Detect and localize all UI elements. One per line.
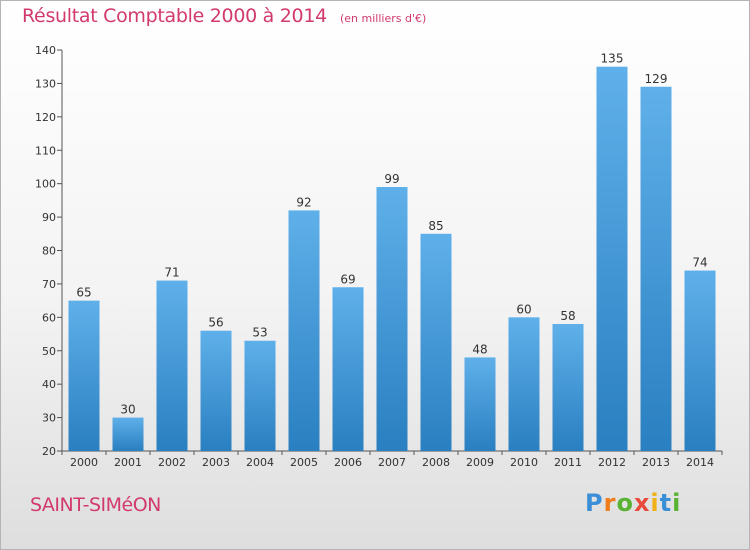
y-tick-label: 40 bbox=[42, 378, 56, 391]
logo-letter: i bbox=[672, 489, 682, 517]
chart-value-labels: 65 30 71 56 53 92 69 99 85 48 60 58 135 129 74 bbox=[76, 52, 707, 417]
x-tick-label: 2014 bbox=[686, 456, 714, 469]
x-tick-label: 2012 bbox=[598, 456, 626, 469]
y-tick-label: 50 bbox=[42, 345, 56, 358]
y-tick-label: 20 bbox=[42, 445, 56, 458]
data-label: 58 bbox=[560, 309, 575, 323]
bar bbox=[68, 300, 100, 451]
bar bbox=[332, 287, 364, 451]
x-tick-label: 2005 bbox=[290, 456, 318, 469]
x-tick-label: 2007 bbox=[378, 456, 406, 469]
data-label: 85 bbox=[428, 219, 443, 233]
bar bbox=[376, 187, 408, 451]
data-label: 74 bbox=[692, 256, 707, 270]
x-tick-label: 2001 bbox=[114, 456, 142, 469]
x-tick-label: 2009 bbox=[466, 456, 494, 469]
bar bbox=[420, 233, 452, 451]
logo-letter: t bbox=[659, 489, 673, 517]
data-label: 99 bbox=[384, 172, 399, 186]
data-label: 48 bbox=[472, 342, 487, 356]
y-tick-label: 140 bbox=[35, 44, 56, 57]
data-label: 60 bbox=[516, 302, 531, 316]
y-tick-label: 110 bbox=[35, 144, 56, 157]
data-label: 71 bbox=[164, 266, 179, 280]
bar bbox=[156, 280, 188, 451]
bar bbox=[288, 210, 320, 451]
y-tick-label: 60 bbox=[42, 311, 56, 324]
y-tick-label: 130 bbox=[35, 77, 56, 90]
logo-letter: i bbox=[650, 489, 660, 517]
logo-letter: o bbox=[616, 489, 634, 517]
x-tick-label: 2003 bbox=[202, 456, 230, 469]
data-label: 92 bbox=[296, 195, 311, 209]
chart-subtitle: (en milliers d'€) bbox=[340, 12, 427, 25]
x-tick-label: 2004 bbox=[246, 456, 274, 469]
y-tick-label: 80 bbox=[42, 245, 56, 258]
data-label: 56 bbox=[208, 316, 223, 330]
logo-letter: x bbox=[633, 489, 651, 517]
bar bbox=[200, 330, 232, 451]
y-tick-label: 70 bbox=[42, 278, 56, 291]
commune-name: SAINT-SIMéON bbox=[30, 494, 161, 516]
x-tick-label: 2008 bbox=[422, 456, 450, 469]
chart-axes: 20 30 40 50 60 70 80 90 100 110 120 130 140 2000 2001 2… bbox=[35, 44, 723, 469]
proxiti-logo: Proxiti bbox=[585, 489, 681, 517]
x-tick-label: 2011 bbox=[554, 456, 582, 469]
chart-bars bbox=[68, 66, 716, 451]
logo-letter: r bbox=[603, 489, 617, 517]
x-tick-label: 2013 bbox=[642, 456, 670, 469]
y-tick-label: 120 bbox=[35, 111, 56, 124]
bar bbox=[508, 317, 540, 451]
data-label: 129 bbox=[645, 72, 668, 86]
bar bbox=[640, 86, 672, 451]
chart-title: Résultat Comptable 2000 à 2014 bbox=[22, 5, 327, 27]
x-tick-label: 2002 bbox=[158, 456, 186, 469]
x-tick-label: 2000 bbox=[70, 456, 98, 469]
data-label: 65 bbox=[76, 286, 91, 300]
x-tick-label: 2010 bbox=[510, 456, 538, 469]
bar bbox=[684, 270, 716, 451]
x-tick-label: 2006 bbox=[334, 456, 362, 469]
bar bbox=[596, 66, 628, 451]
logo-letter: P bbox=[585, 489, 604, 517]
y-tick-label: 30 bbox=[42, 412, 56, 425]
bar bbox=[112, 417, 144, 451]
data-label: 69 bbox=[340, 272, 355, 286]
y-tick-label: 100 bbox=[35, 178, 56, 191]
bar bbox=[464, 357, 496, 451]
data-label: 30 bbox=[120, 403, 135, 417]
data-label: 135 bbox=[601, 52, 624, 66]
data-label: 53 bbox=[252, 326, 267, 340]
bar bbox=[244, 340, 276, 451]
y-tick-label: 90 bbox=[42, 211, 56, 224]
bar bbox=[552, 324, 584, 451]
